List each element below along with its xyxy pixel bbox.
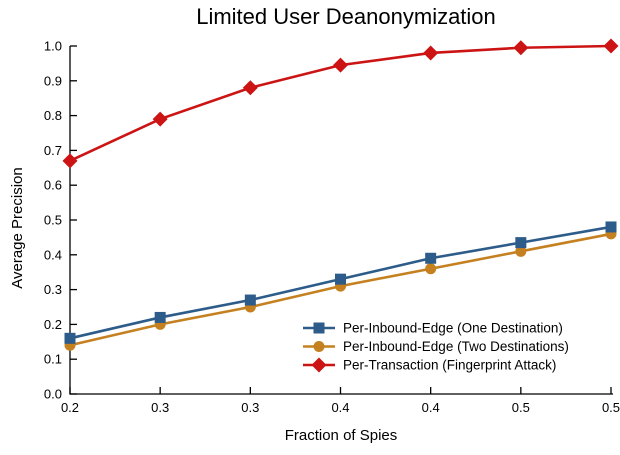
legend-entry: Per-Transaction (Fingerprint Attack) xyxy=(303,357,556,373)
x-tick-label: 0.4 xyxy=(331,400,349,415)
data-point-marker xyxy=(335,273,346,285)
data-point-marker xyxy=(425,263,437,275)
data-point-marker xyxy=(333,57,348,73)
series-diamond xyxy=(62,38,619,169)
data-point-marker xyxy=(152,111,168,127)
series-circle xyxy=(64,228,617,351)
data-point-marker xyxy=(154,311,166,323)
y-tick-label: 0.1 xyxy=(44,352,62,367)
data-point-marker xyxy=(242,80,258,96)
y-tick-label: 0.8 xyxy=(44,108,62,123)
legend-entry: Per-Inbound-Edge (Two Destinations) xyxy=(303,339,569,354)
x-tick-label: 0.5 xyxy=(602,400,620,415)
data-point-marker xyxy=(62,153,78,169)
y-tick-label: 0.2 xyxy=(44,317,62,332)
y-tick-label: 0.6 xyxy=(44,178,62,193)
x-tick-label: 0.4 xyxy=(422,400,440,415)
legend-entry: Per-Inbound-Edge (One Destination) xyxy=(303,321,563,336)
x-tick-label: 0.2 xyxy=(61,400,79,415)
y-tick-label: 0.4 xyxy=(44,247,62,262)
y-tick-label: 1.0 xyxy=(44,39,62,54)
y-tick-label: 0.5 xyxy=(44,213,62,228)
data-point-marker xyxy=(423,45,439,61)
y-tick-label: 0.3 xyxy=(44,282,62,297)
x-tick-label: 0.5 xyxy=(512,400,530,415)
data-point-marker xyxy=(603,38,619,54)
legend-marker xyxy=(313,341,325,352)
data-point-marker xyxy=(605,221,617,233)
data-point-marker xyxy=(515,237,527,249)
data-point-marker xyxy=(513,40,529,56)
legend-label: Per-Transaction (Fingerprint Attack) xyxy=(343,358,556,373)
data-point-marker xyxy=(64,332,76,344)
y-tick-label: 0.7 xyxy=(44,143,62,158)
series xyxy=(62,38,619,351)
legend-label: Per-Inbound-Edge (Two Destinations) xyxy=(343,339,569,354)
y-tick-label: 0.0 xyxy=(44,387,62,402)
legend: Per-Inbound-Edge (One Destination) Per-In… xyxy=(303,321,569,373)
y-axis-label: Average Precision xyxy=(9,167,26,288)
x-tick-label: 0.3 xyxy=(241,400,259,415)
x-axis-label: Fraction of Spies xyxy=(285,427,398,444)
data-point-marker xyxy=(425,252,437,264)
legend-label: Per-Inbound-Edge (One Destination) xyxy=(343,321,563,336)
chart-title: Limited User Deanonymization xyxy=(196,4,496,29)
series-square xyxy=(64,221,617,344)
legend-marker xyxy=(311,357,327,373)
x-tick-label: 0.3 xyxy=(151,400,169,415)
data-point-marker xyxy=(244,294,256,306)
data-point-marker xyxy=(515,245,527,257)
y-tick-label: 0.9 xyxy=(44,73,62,88)
axes: 0.0 0.1 0.2 0.3 0.4 0.5 0.6 0.7 0.8 0.9 1.0 0.2 0.3 0… xyxy=(44,39,620,416)
legend-marker xyxy=(313,322,325,334)
